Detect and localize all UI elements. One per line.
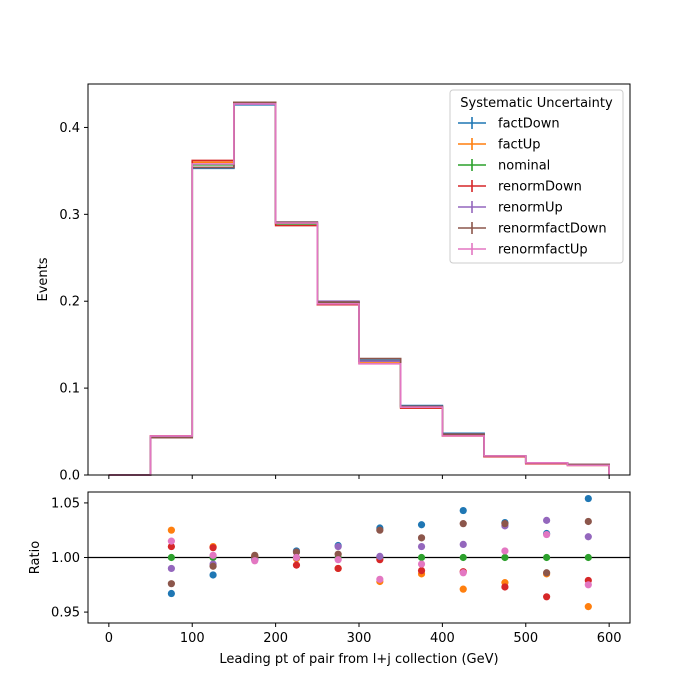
ratio-point-renormfactDown bbox=[251, 551, 259, 559]
ratio-point-renormfactDown bbox=[501, 520, 509, 528]
ratio-point-nominal bbox=[417, 553, 426, 562]
ratio-point-renormfactDown bbox=[209, 562, 217, 570]
legend-box bbox=[449, 89, 624, 264]
ratio-point-renormfactUp bbox=[417, 560, 426, 568]
ratio-point-renormfactDown bbox=[376, 526, 384, 534]
ratio-point-renormfactDown bbox=[584, 517, 592, 526]
ratio-point-nominal bbox=[167, 553, 175, 562]
bottom-x-tick-label: 300 bbox=[347, 631, 372, 646]
ratio-point-renormfactDown bbox=[334, 550, 342, 558]
ratio-point-renormDown bbox=[167, 542, 175, 551]
bottom-y-axis-label: Ratio bbox=[28, 541, 43, 574]
top-y-tick-label: 0.1 bbox=[59, 382, 80, 397]
ratio-point-factUp bbox=[584, 603, 592, 611]
ratio-point-renormfactUp bbox=[459, 569, 467, 577]
ratio-point-renormfactUp bbox=[167, 537, 175, 545]
bottom-x-tick-label: 600 bbox=[597, 631, 622, 646]
legend-title: Systematic Uncertainty bbox=[460, 96, 613, 111]
bottom-y-tick-label: 1.00 bbox=[51, 551, 80, 566]
legend: Systematic Uncertainty factDown factUp nom… bbox=[449, 89, 624, 264]
x-axis-label: Leading pt of pair from l+j collection (… bbox=[219, 652, 498, 667]
series-step-renormfactUp bbox=[108, 103, 610, 476]
ratio-point-renormDown bbox=[209, 544, 217, 552]
ratio-point-renormDown bbox=[334, 564, 342, 573]
top-panel: 0.0 0.1 0.2 0.3 0.4 bbox=[59, 83, 631, 484]
ratio-point-renormfactDown bbox=[543, 569, 551, 577]
bottom-y-tick-label: 0.95 bbox=[51, 606, 80, 621]
ratio-point-renormDown bbox=[292, 561, 301, 569]
top-y-tick-label: 0.3 bbox=[59, 208, 80, 223]
ratio-point-factUp bbox=[459, 585, 467, 593]
bottom-x-tick-label: 0 bbox=[105, 631, 113, 646]
ratio-point-renormfactDown bbox=[292, 548, 301, 556]
ratio-point-renormDown bbox=[543, 593, 551, 601]
ratio-point-renormfactDown bbox=[417, 534, 426, 542]
bottom-x-tick-label: 500 bbox=[513, 631, 538, 646]
ratio-point-factDown bbox=[417, 521, 426, 529]
ratio-point-factDown bbox=[167, 589, 175, 598]
ratio-point-renormfactUp bbox=[292, 553, 301, 562]
legend-label-factDown: factDown bbox=[498, 117, 560, 132]
ratio-point-renormfactUp bbox=[501, 547, 509, 555]
legend-label-factUp: factUp bbox=[498, 138, 541, 153]
legend-label-renormfactUp: renormfactUp bbox=[498, 243, 588, 258]
ratio-point-nominal bbox=[584, 553, 592, 562]
ratio-point-renormUp bbox=[584, 533, 592, 541]
ratio-point-factDown bbox=[209, 571, 217, 579]
ratio-point-renormfactDown bbox=[459, 520, 467, 528]
ratio-point-renormfactUp bbox=[251, 557, 259, 565]
legend-label-renormDown: renormDown bbox=[498, 180, 582, 195]
ratio-point-factDown bbox=[459, 506, 467, 515]
legend-label-renormfactDown: renormfactDown bbox=[498, 222, 607, 237]
ratio-point-renormUp bbox=[376, 552, 384, 561]
ratio-point-renormfactUp bbox=[334, 556, 342, 564]
top-y-tick-label: 0.4 bbox=[59, 121, 80, 136]
bottom-panel: 0 100 200 300 400 500 600 0.95 1.00 1.05 bbox=[51, 491, 631, 646]
ratio-point-renormUp bbox=[543, 516, 551, 524]
legend-label-nominal: nominal bbox=[498, 159, 550, 174]
bottom-x-tick-label: 200 bbox=[263, 631, 288, 646]
ratio-point-renormDown bbox=[501, 583, 509, 591]
bottom-x-tick-label: 400 bbox=[430, 631, 455, 646]
legend-label-renormUp: renormUp bbox=[498, 201, 563, 216]
ratio-point-renormfactUp bbox=[584, 581, 592, 589]
ratio-point-nominal bbox=[543, 553, 551, 562]
ratio-point-renormUp bbox=[459, 540, 467, 549]
ratio-point-renormfactUp bbox=[209, 551, 217, 559]
ratio-point-factDown bbox=[584, 494, 592, 503]
bottom-x-tick-label: 100 bbox=[180, 631, 205, 646]
ratio-point-renormUp bbox=[334, 542, 342, 551]
ratio-point-factUp bbox=[167, 526, 175, 534]
bottom-y-tick-label: 1.05 bbox=[51, 496, 80, 511]
top-y-tick-label: 0.2 bbox=[59, 295, 80, 310]
top-y-axis-label: Events bbox=[36, 257, 51, 301]
ratio-point-renormDown bbox=[417, 567, 426, 575]
ratio-point-renormUp bbox=[417, 542, 426, 551]
ratio-point-renormUp bbox=[167, 564, 175, 573]
ratio-point-nominal bbox=[501, 553, 509, 562]
ratio-point-renormfactUp bbox=[376, 575, 384, 583]
ratio-point-nominal bbox=[459, 553, 467, 562]
ratio-point-renormfactDown bbox=[167, 580, 175, 588]
top-y-tick-label: 0.0 bbox=[59, 469, 80, 484]
ratio-point-renormfactUp bbox=[543, 530, 551, 539]
